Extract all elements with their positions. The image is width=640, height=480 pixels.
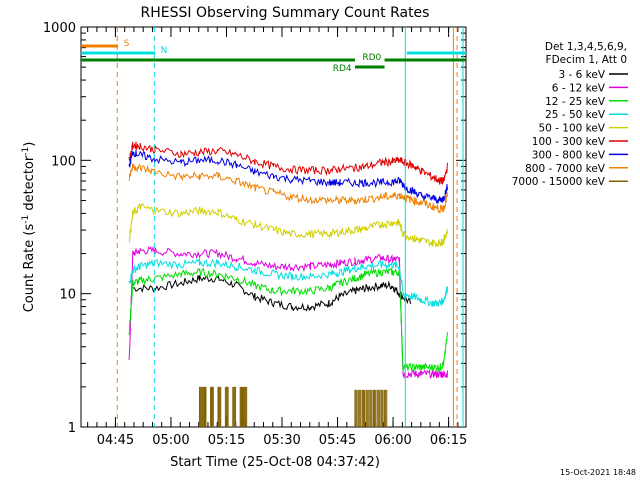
plot-axes: 1 10 100 1000 04:45 05:00 05:15 05:30 05:45 06:00… <box>43 21 467 448</box>
legend-header: Det 1,3,4,5,6,9, <box>545 41 627 53</box>
x-tick-label: 06:00 <box>374 433 411 448</box>
plot-annotations: S N RD0 RD4 <box>81 27 466 427</box>
state-label: RD4 <box>333 64 352 74</box>
series-line-1 <box>128 246 448 380</box>
y-axis-label: Count Rate (s-1 detector-1) <box>21 142 37 313</box>
series-line-5 <box>128 141 448 185</box>
plot-marks <box>128 141 448 427</box>
series-line-3 <box>128 257 448 307</box>
chart-title: RHESSI Observing Summary Count Rates <box>141 5 430 21</box>
x-tick-label: 04:45 <box>97 433 134 448</box>
series-line-0 <box>132 274 411 312</box>
y-tick-label: 1000 <box>43 21 76 36</box>
state-label: S <box>124 39 130 49</box>
series-bars-8 <box>198 386 388 427</box>
series-line-6 <box>128 149 448 204</box>
legend-label: 3 - 6 keV <box>558 69 605 81</box>
legend-label: 100 - 300 keV <box>532 136 606 148</box>
x-tick-label: 05:30 <box>263 433 300 448</box>
x-tick-label: 05:15 <box>208 433 245 448</box>
series-line-4 <box>128 203 448 248</box>
x-tick-label: 05:00 <box>152 433 189 448</box>
legend: Det 1,3,4,5,6,9,FDecim 1, Att 0 3 - 6 keV… <box>512 41 628 188</box>
y-tick-label: 100 <box>51 154 76 169</box>
plot-frame <box>80 26 467 428</box>
series-line-7 <box>128 163 448 214</box>
y-tick-label: 1 <box>68 421 76 436</box>
state-label: N <box>161 46 168 56</box>
legend-label: 50 - 100 keV <box>538 123 605 135</box>
y-tick-label: 10 <box>59 288 76 303</box>
legend-label: 300 - 800 keV <box>532 149 606 161</box>
x-tick-label: 06:15 <box>430 433 467 448</box>
x-tick-label: 05:45 <box>319 433 356 448</box>
legend-label: 6 - 12 keV <box>552 82 606 94</box>
footer-timestamp: 15-Oct-2021 18:48 <box>560 468 636 477</box>
series-line-2 <box>128 267 448 372</box>
legend-label: 12 - 25 keV <box>545 96 606 108</box>
legend-label: 7000 - 15000 keV <box>512 176 606 188</box>
x-axis-label: Start Time (25-Oct-08 04:37:42) <box>170 455 380 470</box>
legend-header: FDecim 1, Att 0 <box>546 54 627 66</box>
state-label: RD0 <box>362 53 381 63</box>
legend-label: 800 - 7000 keV <box>525 163 606 175</box>
legend-label: 25 - 50 keV <box>545 109 606 121</box>
